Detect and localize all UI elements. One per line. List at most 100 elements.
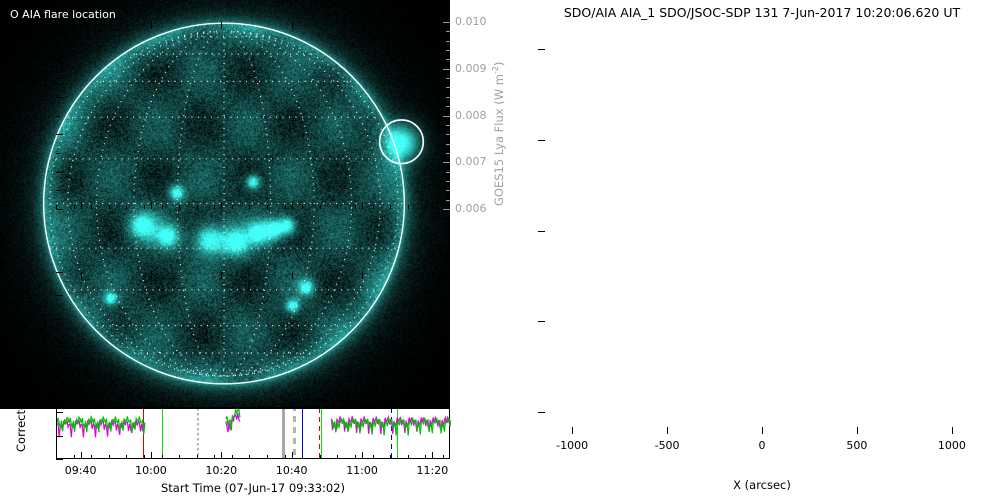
aia-xtick bbox=[856, 427, 858, 434]
hessi-xtick-minor bbox=[161, 455, 163, 459]
goes-ytick-minor bbox=[56, 152, 60, 154]
goes-y2tick-minor bbox=[446, 22, 450, 23]
aia-grid-overlay bbox=[42, 22, 425, 385]
goes-xtick-minor bbox=[56, 205, 57, 209]
goes-xtick-minor bbox=[302, 205, 304, 209]
goes-y2tick-minor bbox=[446, 171, 450, 173]
hessi-ytick-major bbox=[56, 435, 63, 437]
aia-xtick bbox=[572, 427, 574, 434]
goes-y2label-exp: -2 bbox=[491, 66, 501, 75]
aia-xlabel: X (arcsec) bbox=[733, 478, 791, 492]
goes-xtick-minor bbox=[267, 205, 269, 209]
goes-xtick-minor bbox=[196, 205, 198, 209]
aia-image-canvas: O AIA flare location bbox=[0, 0, 450, 409]
goes-y2tick-minor bbox=[446, 87, 450, 89]
aia-flare-location-circle bbox=[378, 119, 425, 165]
goes-y2label: GOES15 Lya Flux (W m-2) bbox=[491, 62, 506, 206]
goes-ytick-minor bbox=[56, 190, 60, 192]
goes-y2tick-minor bbox=[446, 50, 450, 52]
goes-y2tick-minor bbox=[446, 209, 450, 210]
goes-xtick-minor bbox=[442, 205, 444, 209]
aia-flare-annotation: O AIA flare location bbox=[10, 8, 116, 21]
goes-xtick-major-top bbox=[80, 22, 82, 29]
goes-y2tick-minor bbox=[446, 180, 450, 182]
goes-ytick-minor bbox=[56, 22, 60, 23]
hessi-ytick-major bbox=[56, 295, 63, 297]
hessi-xtick-minor bbox=[143, 455, 145, 459]
hessi-xtick-major bbox=[221, 452, 223, 459]
aia-xtick-label-3: 500 bbox=[846, 439, 868, 452]
goes-y2tick-minor bbox=[446, 78, 450, 80]
goes-xtick-minor bbox=[231, 205, 233, 209]
hessi-xtick-minor bbox=[214, 455, 216, 459]
hessi-xtick-major-top bbox=[150, 272, 152, 279]
hessi-xtick-minor bbox=[196, 455, 198, 459]
goes-xtick-major-top bbox=[362, 22, 364, 29]
hessi-xtick-major-top bbox=[80, 272, 82, 279]
hessi-ytick-major bbox=[56, 318, 63, 320]
aia-ytick bbox=[538, 139, 545, 141]
grid-longitude-line bbox=[95, 30, 220, 377]
hessi-xtick-label-4: 11:00 bbox=[346, 464, 378, 477]
goes-xtick-major-top bbox=[432, 22, 434, 29]
aia-image-panel: SDO/AIA AIA_1 SDO/JSOC-SDP 131 7-Jun-201… bbox=[0, 0, 966, 492]
hessi-ytick-major bbox=[56, 272, 63, 273]
goes-xtick-minor bbox=[73, 205, 75, 209]
hessi-xtick-minor bbox=[126, 455, 128, 459]
goes-xtick-major bbox=[150, 202, 152, 209]
hessi-xtick-minor bbox=[179, 455, 181, 459]
hessi-series-1-segment-1 bbox=[225, 407, 241, 431]
hessi-series-1-segment-2 bbox=[330, 416, 451, 436]
goes-xtick-minor bbox=[390, 205, 392, 209]
hessi-xtick-minor bbox=[337, 455, 339, 459]
hessi-ytick-major bbox=[56, 365, 63, 367]
goes-ytick-minor bbox=[56, 59, 60, 61]
hessi-xtick-minor bbox=[319, 455, 321, 459]
goes-y2tick-minor bbox=[446, 162, 450, 164]
hessi-ytick-major bbox=[56, 459, 63, 460]
goes-xtick-major bbox=[291, 202, 293, 209]
goes-y2tick-minor bbox=[446, 96, 450, 98]
hessi-xtick-minor bbox=[284, 455, 286, 459]
goes-xtick-minor bbox=[143, 205, 145, 209]
solar-limb-circle bbox=[42, 22, 406, 385]
goes-ytick-minor bbox=[56, 78, 60, 80]
goes-xtick-major-top bbox=[291, 22, 293, 29]
hessi-xtick-label-1: 10:00 bbox=[135, 464, 167, 477]
goes-y2tick-minor bbox=[446, 124, 450, 126]
goes-ytick-minor bbox=[56, 115, 60, 117]
goes-y2tick-minor bbox=[446, 106, 450, 108]
hessi-xtick-minor bbox=[302, 455, 304, 459]
goes-xtick-minor bbox=[407, 205, 409, 209]
hessi-xtick-minor bbox=[407, 455, 409, 459]
hessi-xtick-minor bbox=[267, 455, 269, 459]
aia-image-area: O AIA flare location bbox=[0, 0, 450, 409]
hessi-xtick-major bbox=[432, 452, 434, 459]
hessi-xtick-minor bbox=[249, 455, 251, 459]
goes-xtick-major bbox=[80, 202, 82, 209]
grid-longitude-line bbox=[228, 30, 353, 377]
hessi-xtick-major-top bbox=[432, 272, 434, 279]
hessi-xtick-major-top bbox=[291, 272, 293, 279]
goes-ytick-minor bbox=[56, 40, 60, 42]
hessi-xtick-minor bbox=[73, 455, 75, 459]
goes-xtick-minor bbox=[319, 205, 321, 209]
hessi-xtick-major bbox=[362, 452, 364, 459]
goes-xtick-minor bbox=[249, 205, 251, 209]
hessi-xtick-label-0: 09:40 bbox=[64, 464, 97, 477]
grid-longitude-line bbox=[239, 31, 399, 376]
hessi-xtick-label-2: 10:20 bbox=[205, 464, 238, 477]
hessi-ytick-major bbox=[56, 342, 63, 344]
aia-flare-annotation-text: AIA flare location bbox=[22, 8, 116, 21]
goes-ytick-minor bbox=[56, 96, 60, 98]
goes-xtick-major-top bbox=[150, 22, 152, 29]
goes-xtick-minor bbox=[161, 205, 163, 209]
hessi-xtick-label-3: 10:40 bbox=[275, 464, 308, 477]
hessi-xtick-minor bbox=[231, 455, 233, 459]
goes-y2tick-minor bbox=[446, 143, 450, 145]
aia-ytick bbox=[538, 412, 545, 414]
hessi-ytick-major bbox=[56, 412, 63, 414]
hessi-series-0-segment-1 bbox=[225, 413, 241, 433]
hessi-series-0-segment-0 bbox=[57, 417, 146, 438]
goes-y2tick-label-1: 0.009 bbox=[455, 61, 487, 75]
